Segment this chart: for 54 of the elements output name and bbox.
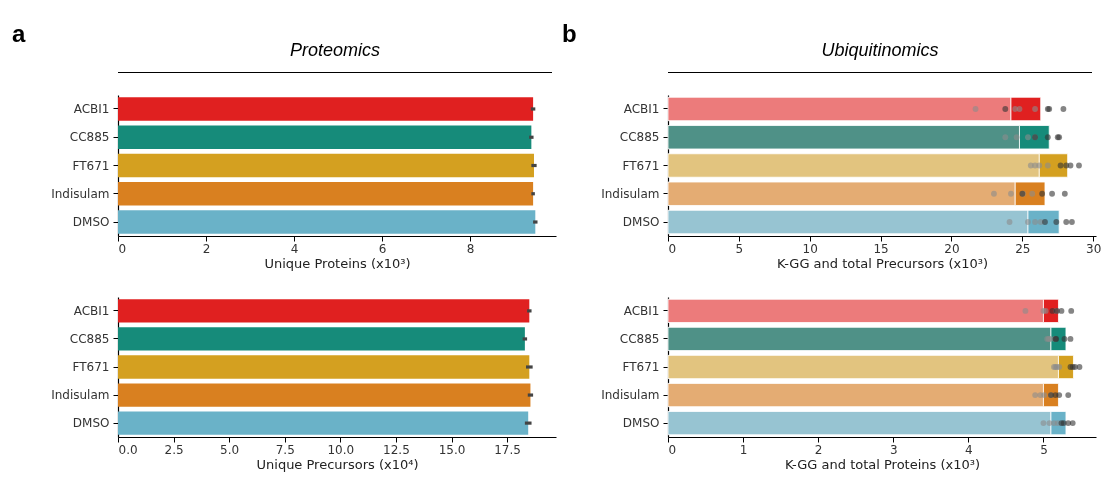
y-tick-label: Indisulam xyxy=(601,186,660,201)
x-tick-label: 4 xyxy=(965,442,973,457)
x-axis-title: Unique Precursors (x10⁴) xyxy=(256,456,419,472)
x-tick-label: 15 xyxy=(873,241,889,256)
x-tick-label: 5 xyxy=(735,241,744,256)
x-tick-label: 25 xyxy=(1015,241,1031,256)
x-axis-title: Unique Proteins (x10³) xyxy=(264,255,411,271)
x-tick-label: 2.5 xyxy=(164,442,184,457)
chart-title: Ubiquitinomics xyxy=(821,40,939,60)
x-tick-label: 20 xyxy=(944,241,960,256)
x-tick-label: 10 xyxy=(802,241,818,256)
y-tick-label: ACBI1 xyxy=(623,303,660,318)
x-tick-label: 30 xyxy=(1086,241,1102,256)
x-tick-label: 15.0 xyxy=(438,442,466,457)
x-tick-label: 17.5 xyxy=(494,442,521,457)
y-tick-label: DMSO xyxy=(622,215,660,230)
y-tick-label: FT671 xyxy=(72,360,110,374)
y-tick-label: DMSO xyxy=(622,416,660,431)
y-tick-label: FT671 xyxy=(622,158,660,173)
y-tick-label: DMSO xyxy=(72,416,110,431)
x-tick-label: 0 xyxy=(118,241,127,256)
y-tick-label: CC885 xyxy=(69,130,110,145)
x-tick-label: 12.5 xyxy=(383,442,410,457)
y-tick-label: ACBI1 xyxy=(623,101,660,116)
y-tick-label: Indisulam xyxy=(601,388,660,403)
y-tick-label: CC885 xyxy=(69,331,110,346)
text: a xyxy=(12,20,26,48)
x-tick-label: 5.0 xyxy=(220,442,240,457)
y-tick-label: FT671 xyxy=(622,360,660,374)
x-tick-label: 6 xyxy=(378,241,387,256)
x-tick-label: 2 xyxy=(202,241,211,256)
y-tick-label: Indisulam xyxy=(51,186,110,201)
y-tick-label: CC885 xyxy=(619,331,660,346)
y-tick-label: ACBI1 xyxy=(73,303,110,318)
x-tick-label: 7.5 xyxy=(275,442,295,457)
x-axis-title: K-GG and total Precursors (x10³) xyxy=(776,255,989,271)
x-tick-label: 8 xyxy=(466,241,475,256)
text: b xyxy=(562,20,577,48)
x-tick-label: 4 xyxy=(290,241,299,256)
x-tick-label: 2 xyxy=(814,442,823,457)
x-tick-label: 10.0 xyxy=(327,442,355,457)
x-tick-label: 0.0 xyxy=(118,442,138,457)
x-tick-label: 0 xyxy=(668,442,677,457)
y-tick-label: FT671 xyxy=(72,158,110,173)
chart-title: Proteomics xyxy=(289,40,381,60)
y-tick-label: Indisulam xyxy=(51,388,110,403)
x-tick-label: 3 xyxy=(889,442,898,457)
x-tick-label: 1 xyxy=(739,442,748,457)
x-tick-label: 0 xyxy=(668,241,677,256)
x-tick-label: 5 xyxy=(1040,442,1048,457)
y-tick-label: ACBI1 xyxy=(73,101,110,116)
y-tick-label: DMSO xyxy=(72,215,110,230)
x-axis-title: K-GG and total Proteins (x10³) xyxy=(784,456,981,472)
y-tick-label: CC885 xyxy=(619,130,660,145)
